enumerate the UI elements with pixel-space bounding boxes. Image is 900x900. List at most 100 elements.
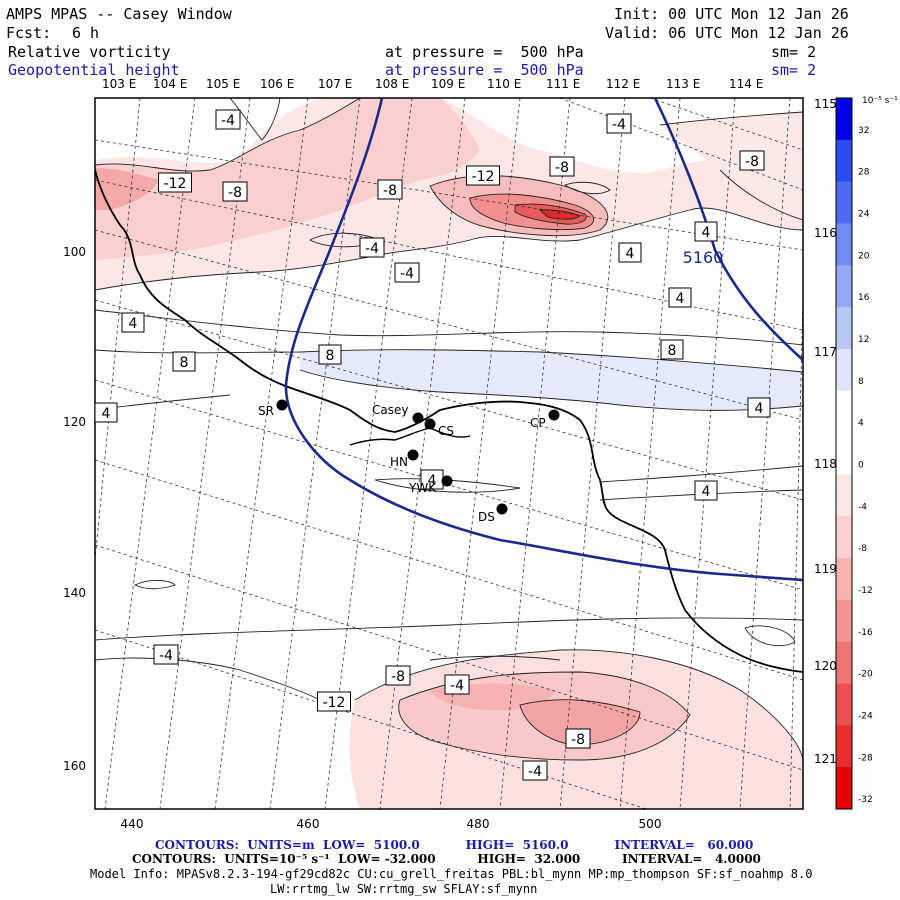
field2-level: at pressure = 500 hPa xyxy=(385,61,584,79)
valid-time: Valid: 06 UTC Mon 12 Jan 26 xyxy=(605,24,849,42)
longitude-label: 109 E xyxy=(431,77,466,91)
colorbar-swatch xyxy=(836,223,852,266)
geopotential-label: 5160 xyxy=(683,248,724,267)
svg-text:-12: -12 xyxy=(323,695,346,711)
colorbar-swatch xyxy=(836,683,852,726)
vorticity-label: -8 xyxy=(549,156,575,177)
vorticity-label: 8 xyxy=(172,351,196,372)
station-hn: HN xyxy=(390,449,419,469)
contour-label-layer: -4 -12 -8 -8 -12 -8 -4 -8 -4 -4 4 4 5160 4 4 8 8 8 4 4 4 4 -4 -… xyxy=(94,109,771,781)
longitude-label: 112 E xyxy=(606,77,641,91)
colorbar-swatch xyxy=(836,348,852,392)
colorbar-tick-label: 16 xyxy=(858,293,870,303)
longitude-label: 113 E xyxy=(666,77,701,91)
svg-text:4: 4 xyxy=(702,225,711,241)
colorbar-tick-label: -20 xyxy=(858,670,873,680)
y-axis-tick: 140 xyxy=(63,586,86,600)
colorbar-swatch xyxy=(836,265,852,308)
vorticity-label: 4 xyxy=(747,397,771,418)
svg-text:CS: CS xyxy=(438,424,454,438)
svg-text:4: 4 xyxy=(102,406,111,422)
x-axis-tick: 440 xyxy=(121,817,144,831)
coastline-inlet xyxy=(349,427,471,446)
field1-smoothing: sm= 2 xyxy=(771,43,817,61)
svg-text:-12: -12 xyxy=(164,176,187,192)
colorbar-tick-label: 12 xyxy=(858,335,869,345)
longitude-label: 103 E xyxy=(102,77,137,91)
forecast-hour: 6 h xyxy=(72,24,100,42)
svg-text:-4: -4 xyxy=(450,678,464,694)
vorticity-label: -4 xyxy=(444,674,470,695)
longitude-label: 111 E xyxy=(546,77,581,91)
svg-text:-8: -8 xyxy=(228,185,242,201)
vorticity-label: 4 xyxy=(94,402,118,423)
svg-text:-8: -8 xyxy=(745,154,759,170)
vorticity-label: -4 xyxy=(522,760,548,781)
field1-name: Relative vorticity xyxy=(8,43,171,61)
longitude-label: 106 E xyxy=(260,77,295,91)
colorbar-frame xyxy=(835,97,853,810)
svg-text:8: 8 xyxy=(180,355,189,371)
field1-level: at pressure = 500 hPa xyxy=(385,43,584,61)
station-ywk: YWK xyxy=(408,475,453,495)
svg-text:Casey: Casey xyxy=(372,403,408,417)
colorbar-tick-label: 28 xyxy=(858,168,870,178)
y-axis-tick: 100 xyxy=(63,245,86,259)
map-title: AMPS MPAS -- Casey Window xyxy=(6,5,232,23)
svg-text:-4: -4 xyxy=(612,117,626,133)
svg-text:-12: -12 xyxy=(472,169,495,185)
longitude-label: 107 E xyxy=(318,77,353,91)
longitude-label: 108 E xyxy=(375,77,410,91)
longitude-label: 114 E xyxy=(729,77,764,91)
svg-text:-4: -4 xyxy=(528,764,542,780)
station-ds: DS xyxy=(478,503,508,524)
vorticity-label: -8 xyxy=(565,728,591,749)
svg-text:DS: DS xyxy=(478,510,495,524)
station-casey: Casey xyxy=(372,403,424,424)
colorbar-tick-label: -32 xyxy=(858,795,873,805)
coastline xyxy=(95,169,803,673)
svg-text:-8: -8 xyxy=(391,669,405,685)
vorticity-label: 4 xyxy=(694,480,718,501)
vorticity-label: 4 xyxy=(668,287,692,308)
colorbar-tick-label: 4 xyxy=(858,419,864,429)
init-time: Init: 00 UTC Mon 12 Jan 26 xyxy=(614,5,849,23)
vorticity-label: 4 xyxy=(694,221,718,242)
svg-text:4: 4 xyxy=(676,291,685,307)
colorbar-tick-label: -24 xyxy=(858,711,873,721)
colorbar-swatch xyxy=(836,516,852,559)
y-axis-tick: 120 xyxy=(63,415,86,429)
colorbar: 10⁻⁵ s⁻¹ 32 28 24 20 16 12 8 4 0 -4 -8 -12 -16 -20 -24 -… xyxy=(835,96,898,810)
vorticity-label: -4 xyxy=(606,113,632,134)
forecast-label: Fcst: xyxy=(6,24,52,42)
field2-smoothing: sm= 2 xyxy=(771,61,817,79)
colorbar-swatch xyxy=(836,474,852,517)
svg-text:4: 4 xyxy=(428,473,437,489)
svg-text:-8: -8 xyxy=(571,732,585,748)
vorticity-label: 8 xyxy=(660,339,684,360)
colorbar-swatch xyxy=(836,558,852,601)
svg-text:-4: -4 xyxy=(365,241,379,257)
vorticity-label: 8 xyxy=(318,344,342,365)
colorbar-swatch xyxy=(836,767,852,810)
colorbar-tick-label: 24 xyxy=(858,210,870,220)
colorbar-tick-label: 32 xyxy=(858,126,869,136)
colorbar-tick-label: 20 xyxy=(858,251,870,261)
colorbar-swatch xyxy=(836,599,852,643)
colorbar-tick-label: -4 xyxy=(858,502,867,512)
svg-text:-4: -4 xyxy=(221,113,235,129)
field2-name: Geopotential height xyxy=(8,61,180,79)
longitude-label: 104 E xyxy=(153,77,188,91)
vorticity-label: -4 xyxy=(215,109,241,130)
colorbar-tick-label: 8 xyxy=(858,377,864,387)
station-cs: CS xyxy=(424,418,454,438)
vorticity-label: -4 xyxy=(359,237,385,258)
svg-text:-8: -8 xyxy=(555,160,569,176)
svg-text:8: 8 xyxy=(326,348,335,364)
colorbar-tick-label: -12 xyxy=(858,586,873,596)
svg-text:-4: -4 xyxy=(159,648,173,664)
vorticity-label: -12 xyxy=(317,691,351,712)
geopotential-contours xyxy=(284,98,803,582)
vorticity-label: 4 xyxy=(121,312,145,333)
